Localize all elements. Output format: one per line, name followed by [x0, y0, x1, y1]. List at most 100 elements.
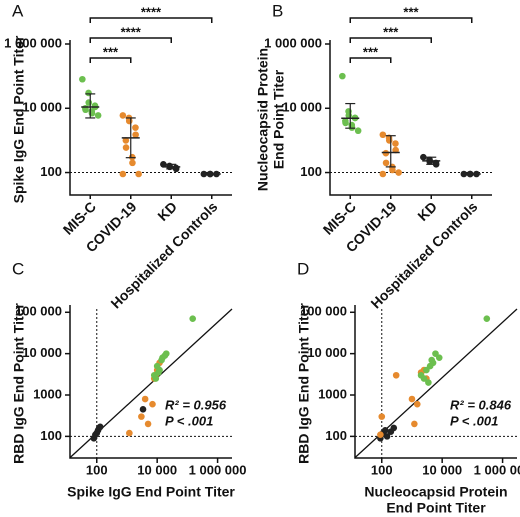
point	[161, 352, 169, 359]
point	[141, 395, 149, 403]
point	[96, 423, 104, 431]
point	[126, 429, 133, 437]
point	[122, 137, 130, 144]
point	[383, 433, 391, 440]
point	[392, 140, 399, 147]
point	[122, 144, 130, 151]
stat-label: R² = 0.846	[450, 397, 512, 412]
point	[79, 75, 86, 83]
stat-label: R² = 0.956	[165, 397, 227, 412]
y-tick-label: 10 000	[282, 100, 322, 115]
x-tick-label: KD	[154, 198, 180, 224]
y-axis-label: End Point Titer	[271, 69, 287, 169]
point	[395, 169, 402, 176]
axes	[69, 305, 232, 459]
point	[377, 431, 384, 438]
significance-label: ***	[403, 4, 419, 19]
point	[158, 356, 165, 364]
panel-letter: D	[297, 259, 309, 278]
y-tick-label: 10 000	[22, 345, 62, 360]
point	[152, 375, 160, 382]
y-tick-label: 1000	[318, 386, 347, 401]
point	[379, 170, 387, 178]
point	[138, 413, 145, 420]
x-tick-label: KD	[414, 198, 440, 224]
x-axis-label: Spike IgG End Point Titer	[67, 484, 235, 500]
x-tick-label: MIS-C	[320, 198, 359, 237]
significance-label: ****	[141, 4, 162, 19]
point	[354, 127, 362, 135]
panel: D RBD IgG End Point Titer 100 1000 10 000 100…	[296, 259, 520, 515]
y-tick-label: 1000	[33, 386, 62, 401]
x-tick-label: 10 000	[422, 462, 462, 477]
x-tick-label: 1 000 000	[474, 462, 520, 477]
point	[135, 170, 142, 178]
point	[149, 400, 156, 408]
significance-bracket	[349, 17, 473, 23]
x-tick-label: 100	[86, 462, 108, 477]
point	[413, 400, 421, 408]
point	[125, 117, 133, 125]
point	[94, 112, 102, 119]
y-tick-label: 100	[300, 164, 322, 179]
y-axis-label: RBD IgG End Point Titer	[11, 303, 27, 464]
panel: C RBD IgG End Point Titer 100 1000 10 000 100…	[11, 259, 247, 499]
y-axis-label: Nucleocapsid Protein	[255, 48, 271, 191]
point	[189, 315, 197, 322]
panel: B Nucleocapsid Protein End Point Titer 100 1…	[255, 1, 492, 311]
point	[139, 406, 147, 413]
point	[428, 356, 436, 364]
point	[420, 375, 428, 382]
y-tick-label: 10 000	[307, 345, 347, 360]
panel: A Spike IgG End Point Titer 100 10 000 1 000…	[4, 1, 232, 311]
significance-bracket	[349, 37, 432, 43]
y-tick-label: 100	[325, 428, 347, 443]
panel-letter: B	[272, 1, 283, 20]
point	[132, 131, 139, 139]
point	[339, 72, 346, 80]
panel-letter: A	[12, 1, 24, 20]
point	[483, 315, 491, 322]
x-tick-label: 10 000	[137, 462, 177, 477]
significance-bracket	[89, 17, 213, 23]
point	[411, 420, 418, 428]
point	[420, 153, 427, 161]
y-tick-label: 100 000	[300, 304, 347, 319]
significance-bracket	[89, 37, 172, 43]
y-tick-label: 100	[40, 164, 62, 179]
y-tick-label: 10 000	[22, 100, 62, 115]
point	[392, 371, 400, 379]
point	[88, 109, 96, 117]
x-axis-label: Nucleocapsid Protein	[364, 484, 507, 500]
point	[119, 170, 127, 178]
x-tick-label: 100	[371, 462, 393, 477]
point	[382, 159, 390, 167]
point	[425, 379, 432, 386]
point	[119, 112, 127, 119]
point	[82, 106, 89, 114]
significance-label: ***	[383, 24, 399, 39]
axes	[329, 40, 492, 196]
y-axis-label: Spike IgG End Point Titer	[11, 35, 27, 203]
y-tick-label: 1 000 000	[4, 35, 62, 50]
point	[155, 369, 162, 376]
point	[385, 137, 393, 144]
stat-label: P < .001	[165, 413, 213, 428]
point	[435, 354, 443, 361]
point	[381, 427, 389, 434]
point	[378, 413, 386, 420]
point	[390, 424, 398, 432]
stat-label: P < .001	[450, 413, 498, 428]
point	[379, 131, 387, 139]
point	[129, 159, 136, 167]
point	[144, 420, 152, 428]
significance-bracket	[89, 57, 132, 63]
point	[85, 99, 93, 106]
axes	[354, 305, 517, 459]
y-tick-label: 100 000	[15, 304, 62, 319]
y-tick-label: 1 000 000	[264, 35, 322, 50]
x-axis-label: End Point Titer	[386, 500, 486, 516]
y-tick-label: 100	[40, 428, 62, 443]
significance-label: ***	[363, 44, 379, 59]
